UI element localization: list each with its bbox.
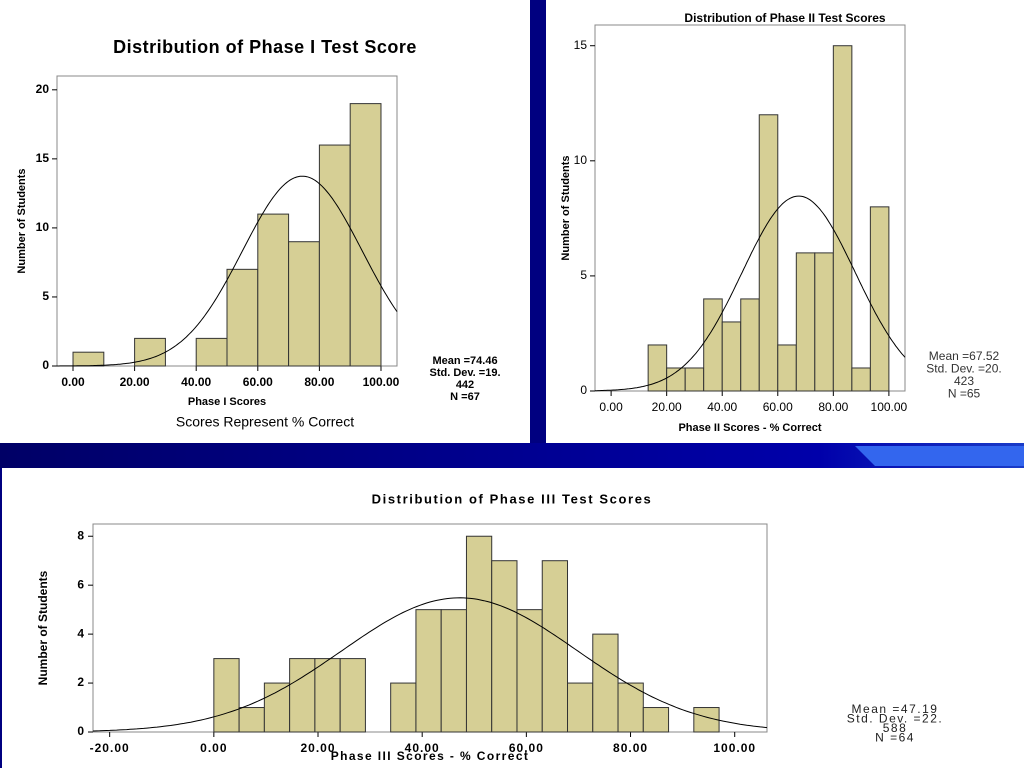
stats-label: Mean =47.19	[852, 702, 939, 716]
bar	[465, 535, 493, 733]
bar	[567, 682, 594, 733]
y-tick-label: 6	[77, 577, 85, 591]
bar	[226, 268, 259, 367]
bar	[851, 367, 871, 392]
bar	[289, 658, 316, 733]
stats-label: Mean =67.52	[929, 349, 1000, 363]
x-axis-label: Phase I Scores	[188, 396, 266, 408]
bar	[195, 337, 228, 367]
y-tick-label: 0	[580, 383, 587, 397]
bar	[339, 658, 366, 733]
x-tick-label: 20.00	[652, 400, 682, 414]
bar	[758, 114, 779, 392]
bar	[721, 321, 742, 392]
stats-label: Std. Dev. =20.	[926, 362, 1002, 376]
bar	[213, 658, 240, 733]
bar	[684, 367, 705, 392]
bar	[257, 213, 290, 367]
bar	[617, 682, 644, 733]
band-accent	[855, 446, 1024, 466]
bar	[516, 609, 543, 733]
chart-title: Distribution of Phase II Test Scores	[684, 11, 885, 25]
y-tick-label: 0	[42, 358, 49, 372]
x-axis-label: Phase III Scores - % Correct	[331, 749, 530, 763]
x-tick-label: 40.00	[405, 741, 440, 755]
y-axis-label: Number of Students	[560, 155, 572, 260]
bar	[703, 298, 723, 392]
chart-title: Distribution of Phase I Test Score	[113, 37, 417, 57]
x-tick-label: 40.00	[181, 375, 211, 389]
bar	[777, 344, 797, 392]
y-tick-label: 5	[580, 268, 587, 282]
bar	[318, 144, 351, 367]
x-tick-label: 40.00	[707, 400, 737, 414]
bar	[288, 241, 320, 367]
normal-curve	[595, 195, 906, 392]
x-tick-label: -20.00	[90, 741, 130, 755]
x-axis-label: Phase II Scores - % Correct	[678, 422, 821, 434]
bar	[795, 252, 816, 392]
x-tick-label: 100.00	[713, 741, 756, 755]
x-tick-label: 0.00	[599, 400, 623, 414]
x-tick-label: 60.00	[243, 375, 273, 389]
bar	[314, 658, 341, 733]
x-tick-label: 100.00	[363, 375, 400, 389]
stats-label: 588	[883, 721, 908, 735]
y-tick-label: 15	[574, 38, 588, 52]
stats-label: 442	[456, 379, 474, 391]
x-tick-label: 20.00	[300, 741, 335, 755]
bar	[592, 633, 619, 733]
bar	[440, 609, 467, 733]
y-tick-label: 10	[36, 220, 50, 234]
bar	[72, 351, 105, 367]
y-axis-label: Number of Students	[16, 168, 28, 273]
y-tick-label: 8	[77, 528, 85, 542]
stats-label: Mean =74.46	[432, 355, 497, 367]
y-tick-label: 10	[574, 153, 588, 167]
x-tick-label: 20.00	[120, 375, 150, 389]
x-tick-label: 100.00	[871, 400, 908, 414]
x-tick-label: 80.00	[613, 741, 648, 755]
x-tick-label: 80.00	[304, 375, 334, 389]
bar	[349, 103, 382, 367]
y-tick-label: 4	[77, 626, 85, 640]
bar	[814, 252, 834, 392]
y-tick-label: 2	[77, 675, 85, 689]
stats-label: N =64	[875, 731, 915, 745]
normal-curve	[92, 597, 768, 732]
bar	[666, 367, 686, 392]
x-tick-label: 60.00	[509, 741, 544, 755]
bar	[390, 682, 417, 733]
bar	[415, 609, 442, 733]
stats-label: Std. Dev. =22.	[847, 712, 944, 726]
bar	[642, 707, 670, 733]
normal-curve	[57, 175, 398, 367]
x-tick-label: 0.00	[61, 375, 85, 389]
bar	[491, 560, 518, 733]
stats-label: 423	[954, 374, 974, 388]
y-tick-label: 5	[42, 289, 49, 303]
x-tick-label: 60.00	[763, 400, 793, 414]
chart-title: Distribution of Phase III Test Scores	[372, 491, 653, 506]
x-tick-label: 0.00	[200, 741, 227, 755]
y-tick-label: 0	[77, 724, 85, 738]
band	[0, 443, 1024, 468]
stats-label: N =65	[948, 387, 981, 401]
bar	[263, 682, 291, 733]
bar	[541, 560, 569, 733]
bar	[740, 298, 760, 392]
stats-label: Std. Dev. =19.	[429, 367, 500, 379]
bar	[832, 45, 853, 392]
bar	[238, 707, 265, 733]
y-tick-label: 15	[36, 151, 50, 165]
note: Scores Represent % Correct	[176, 414, 354, 430]
y-tick-label: 20	[36, 82, 50, 96]
stats-label: N =67	[450, 391, 480, 403]
x-tick-label: 80.00	[818, 400, 848, 414]
bar	[869, 206, 890, 392]
y-axis-label: Number of Students	[36, 570, 50, 685]
